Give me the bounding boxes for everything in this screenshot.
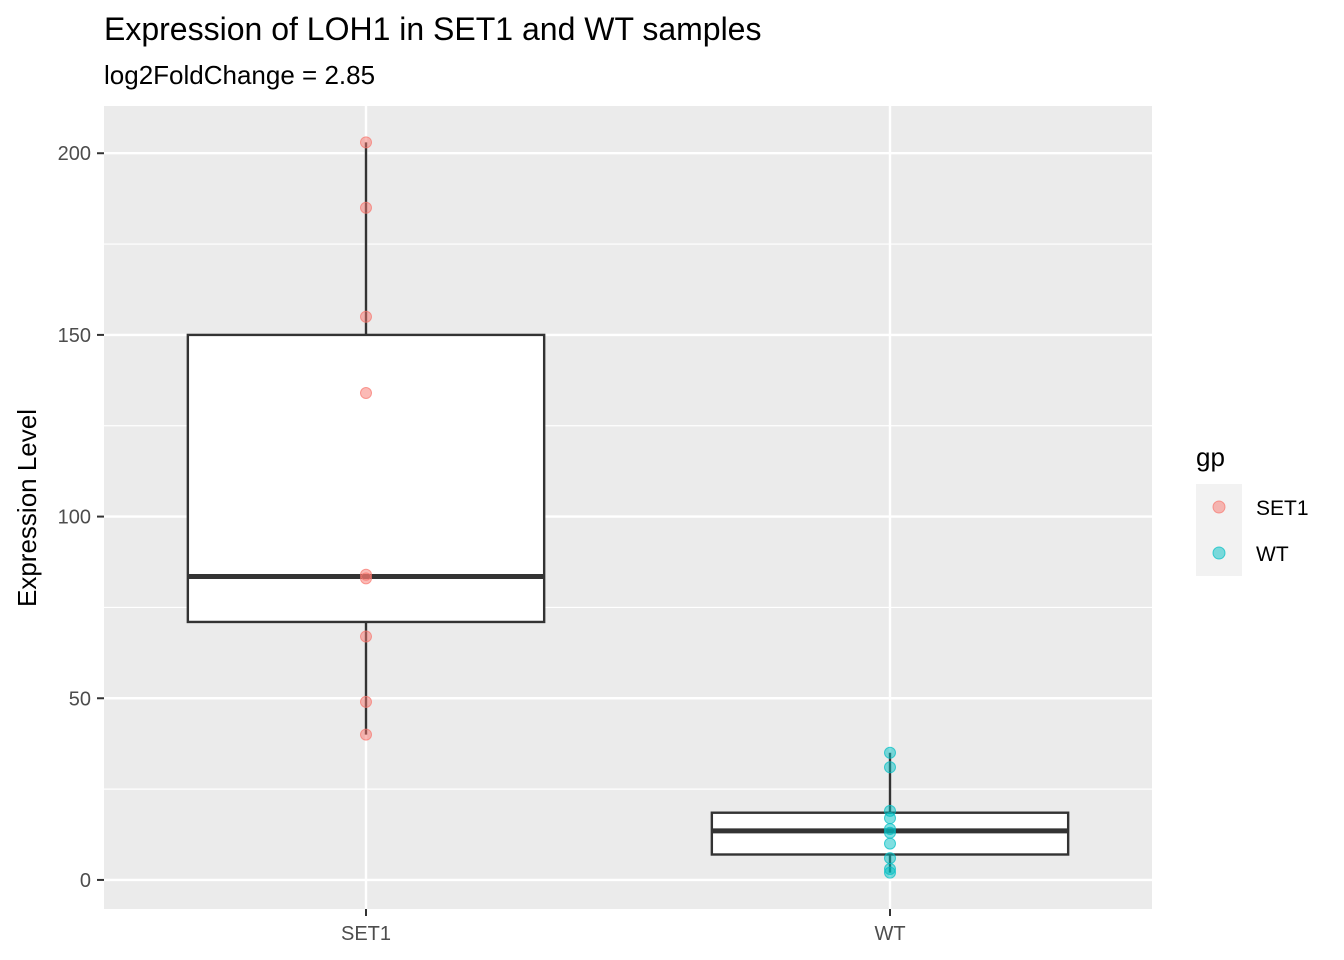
- y-axis-title: Expression Level: [12, 409, 42, 607]
- data-point-set1: [360, 310, 372, 323]
- data-point-set1: [360, 201, 372, 214]
- data-point-wt: [884, 761, 896, 774]
- data-point-set1: [360, 387, 372, 400]
- data-point-wt: [884, 746, 896, 759]
- y-tick-label: 0: [80, 870, 91, 892]
- legend-key-background: [1196, 484, 1242, 576]
- legend-label-set1: SET1: [1256, 497, 1309, 520]
- y-tick-label: 100: [58, 507, 91, 529]
- legend: gp SET1 WT: [1196, 442, 1309, 576]
- y-tick-label: 200: [58, 143, 91, 165]
- x-axis: SET1 WT: [341, 909, 906, 945]
- chart-title: Expression of LOH1 in SET1 and WT sample…: [104, 11, 761, 47]
- legend-title: gp: [1196, 442, 1225, 472]
- data-point-wt: [884, 837, 896, 850]
- data-point-set1: [360, 695, 372, 708]
- data-point-set1: [360, 136, 372, 149]
- legend-key-wt: [1212, 546, 1226, 560]
- legend-label-wt: WT: [1256, 543, 1289, 566]
- data-point-set1: [360, 630, 372, 643]
- data-point-wt: [884, 866, 896, 879]
- point-layer: [360, 136, 896, 879]
- chart-subtitle: log2FoldChange = 2.85: [104, 60, 375, 90]
- data-point-set1: [360, 572, 372, 585]
- x-tick-label: WT: [874, 923, 905, 945]
- data-point-set1: [360, 728, 372, 741]
- data-point-wt: [884, 826, 896, 839]
- y-tick-label: 50: [69, 688, 91, 710]
- data-point-wt: [884, 812, 896, 825]
- y-tick-label: 150: [58, 325, 91, 347]
- legend-key-set1: [1212, 500, 1226, 514]
- y-axis: 0 50 100 150 200: [58, 143, 104, 892]
- data-point-wt: [884, 852, 896, 865]
- x-tick-label: SET1: [341, 923, 391, 945]
